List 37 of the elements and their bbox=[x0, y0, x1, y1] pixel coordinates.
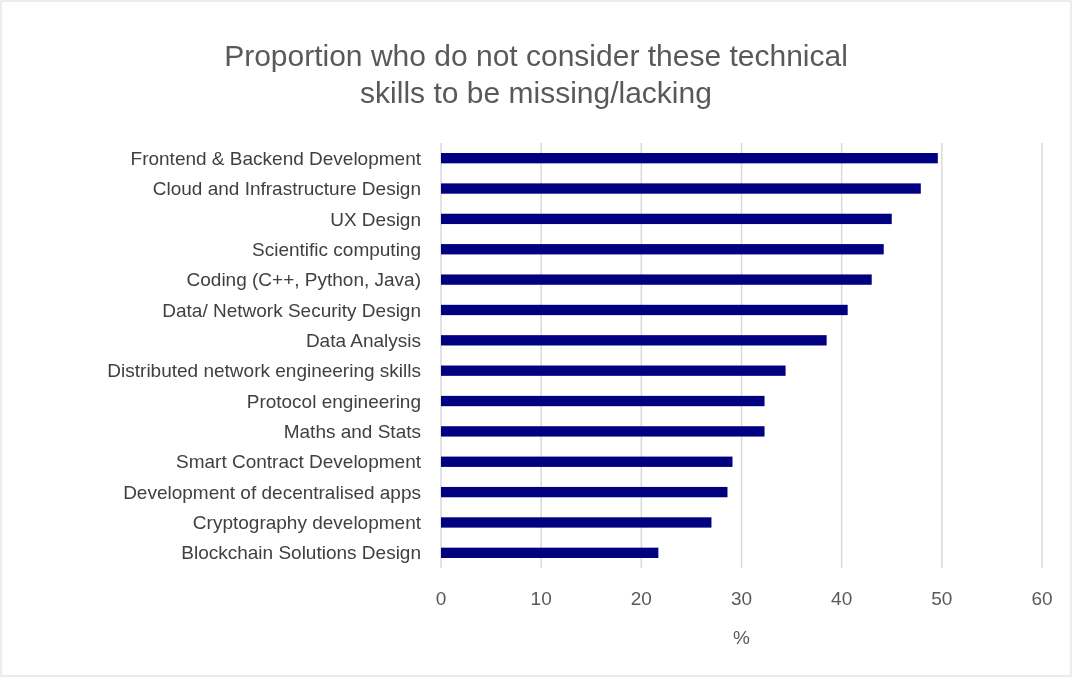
y-tick-label: Blockchain Solutions Design bbox=[181, 542, 421, 564]
y-tick-label: UX Design bbox=[330, 208, 421, 230]
x-tick-label: 10 bbox=[530, 588, 552, 609]
bar bbox=[441, 335, 827, 346]
y-tick-label: Scientific computing bbox=[252, 238, 421, 260]
chart-title: Proportion who do not consider these technical skills to be missing/lacking bbox=[224, 39, 848, 109]
y-tick-label: Cloud and Infrastructure Design bbox=[152, 178, 421, 200]
bar bbox=[441, 213, 892, 225]
bar bbox=[441, 517, 712, 528]
bar bbox=[441, 395, 765, 407]
y-tick-label: Distributed network engineering skills bbox=[107, 360, 421, 382]
y-tick-label: Cryptography development bbox=[192, 512, 422, 534]
bar bbox=[441, 456, 733, 467]
y-tick-label: Protocol engineering bbox=[246, 390, 421, 412]
bar bbox=[441, 153, 938, 164]
x-tick-label: 20 bbox=[630, 588, 652, 609]
x-axis-title: % bbox=[733, 627, 751, 648]
bar bbox=[441, 183, 921, 194]
x-tick-label: 50 bbox=[931, 588, 953, 609]
bar bbox=[441, 486, 728, 498]
bar bbox=[441, 274, 872, 285]
x-tick-label: 30 bbox=[730, 588, 753, 609]
x-tick-label: 40 bbox=[831, 588, 853, 609]
y-tick-label: Maths and Stats bbox=[283, 421, 421, 443]
y-tick-label: Data Analysis bbox=[305, 329, 421, 351]
x-tick-label: 0 bbox=[435, 588, 447, 609]
y-tick-label: Data/ Network Security Design bbox=[162, 299, 421, 321]
bar bbox=[441, 426, 765, 437]
x-tick-label: 60 bbox=[1031, 588, 1053, 609]
bar bbox=[441, 244, 884, 255]
bar bbox=[441, 365, 786, 376]
y-tick-label: Development of decentralised apps bbox=[123, 481, 421, 503]
y-tick-label: Coding (C++, Python, Java) bbox=[186, 269, 421, 291]
bar bbox=[441, 547, 659, 558]
y-tick-label: Frontend & Backend Development bbox=[130, 147, 422, 169]
bar bbox=[441, 304, 848, 316]
y-tick-label: Smart Contract Development bbox=[176, 451, 422, 473]
